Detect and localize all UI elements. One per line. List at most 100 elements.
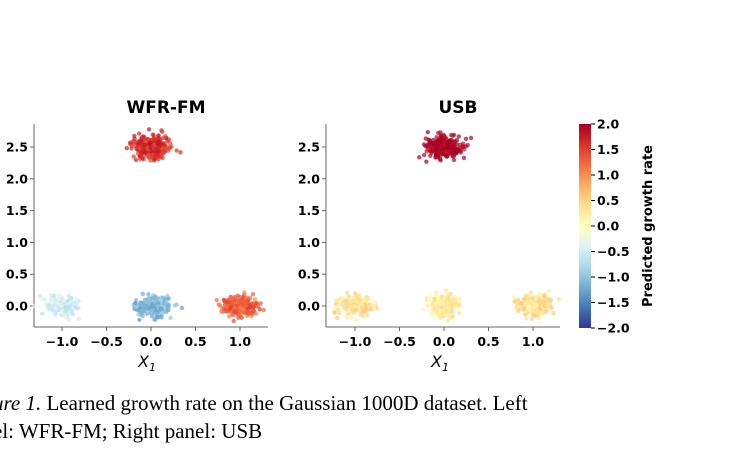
figure: WFR-FM 0.0 0.5 1.0 1.5 2.0 2.5 −1.0 −0.5 0.0 0.5 1.… — [6, 98, 656, 374]
data-point — [214, 297, 219, 303]
data-point — [222, 303, 228, 308]
data-point — [63, 314, 68, 319]
data-point — [231, 296, 236, 302]
data-point — [39, 296, 44, 301]
data-point — [355, 299, 360, 304]
data-point — [373, 300, 378, 305]
data-point — [447, 292, 452, 297]
data-point — [455, 301, 460, 307]
data-point — [443, 288, 448, 293]
scatter-cluster — [214, 290, 266, 324]
data-point — [132, 136, 137, 141]
data-point — [359, 301, 365, 307]
data-point — [369, 298, 375, 303]
panel-usb: USB 0.0 0.5 1.0 1.5 2.0 2.5 −1.0 −0.5 0.0 0.5 1.0 X1 — [298, 98, 561, 374]
colorbar-tick-label: 0.0 — [597, 219, 619, 234]
data-point — [443, 310, 448, 316]
data-point — [346, 308, 351, 313]
data-point — [251, 304, 256, 309]
data-point — [434, 290, 439, 295]
data-point — [335, 298, 340, 303]
data-point — [246, 310, 252, 315]
data-point — [258, 301, 263, 306]
data-point — [65, 298, 70, 304]
data-point — [162, 308, 168, 313]
data-point — [546, 288, 552, 294]
scatter-cluster — [512, 288, 561, 321]
data-point — [146, 127, 152, 132]
data-point — [219, 309, 224, 314]
data-point — [355, 295, 360, 301]
data-point — [261, 307, 266, 313]
data-point — [431, 315, 437, 321]
data-point — [227, 314, 232, 319]
data-point — [163, 146, 168, 151]
data-point — [524, 293, 529, 298]
data-point — [168, 141, 173, 146]
data-point — [148, 145, 153, 151]
data-point — [441, 134, 447, 139]
data-point — [458, 148, 463, 153]
data-point — [439, 294, 444, 299]
data-point — [226, 297, 231, 302]
data-point — [364, 308, 369, 313]
data-point — [446, 296, 451, 301]
data-point — [155, 297, 160, 303]
data-point — [249, 313, 254, 319]
data-point — [257, 307, 262, 312]
data-point — [159, 298, 164, 303]
data-point — [428, 153, 433, 158]
caption-line-2: el: WFR-FM; Right panel: USB — [0, 419, 263, 443]
data-point — [436, 150, 442, 155]
caption-text-1: Learned growth rate on the Gaussian 1000… — [41, 391, 528, 415]
data-point — [548, 297, 554, 302]
x-tick-label: −1.0 — [339, 334, 372, 349]
data-point — [148, 158, 153, 163]
colorbar-tick-label: 1.5 — [597, 142, 619, 157]
y-tick-label: 1.0 — [298, 235, 320, 250]
data-point — [543, 309, 548, 315]
data-point — [216, 302, 221, 307]
data-point — [139, 149, 144, 155]
data-point — [162, 134, 168, 139]
data-point — [59, 303, 64, 308]
data-point — [438, 130, 443, 135]
data-point — [519, 301, 524, 306]
data-point — [345, 290, 350, 295]
data-point — [153, 147, 158, 152]
colorbar-tick-label: 2.0 — [597, 117, 619, 132]
data-point — [345, 315, 350, 320]
data-point — [534, 294, 539, 299]
data-point — [451, 157, 457, 163]
y-tick-label: 0.0 — [298, 299, 320, 314]
panel-title: WFR-FM — [126, 98, 205, 118]
data-point — [237, 295, 243, 300]
colorbar-tick-label: −0.5 — [597, 244, 630, 259]
data-point — [138, 153, 144, 158]
data-point — [437, 301, 442, 306]
data-point — [76, 316, 81, 321]
data-point — [164, 299, 169, 304]
data-point — [426, 144, 431, 149]
data-point — [160, 151, 166, 156]
y-tick-label: 1.5 — [298, 203, 320, 218]
data-point — [435, 296, 440, 302]
data-point — [539, 301, 544, 306]
data-point — [446, 149, 452, 154]
data-point — [457, 296, 463, 302]
data-point — [124, 146, 129, 151]
data-point — [69, 308, 75, 314]
data-point — [361, 313, 366, 318]
data-point — [149, 314, 155, 319]
data-point — [343, 300, 348, 306]
data-point — [140, 308, 145, 313]
data-point — [250, 292, 256, 297]
data-point — [137, 317, 142, 322]
data-point — [365, 313, 370, 318]
data-point — [144, 299, 149, 305]
data-point — [352, 304, 358, 309]
data-point — [456, 134, 461, 139]
data-point — [251, 308, 256, 314]
data-point — [427, 297, 432, 303]
data-point — [441, 139, 447, 144]
